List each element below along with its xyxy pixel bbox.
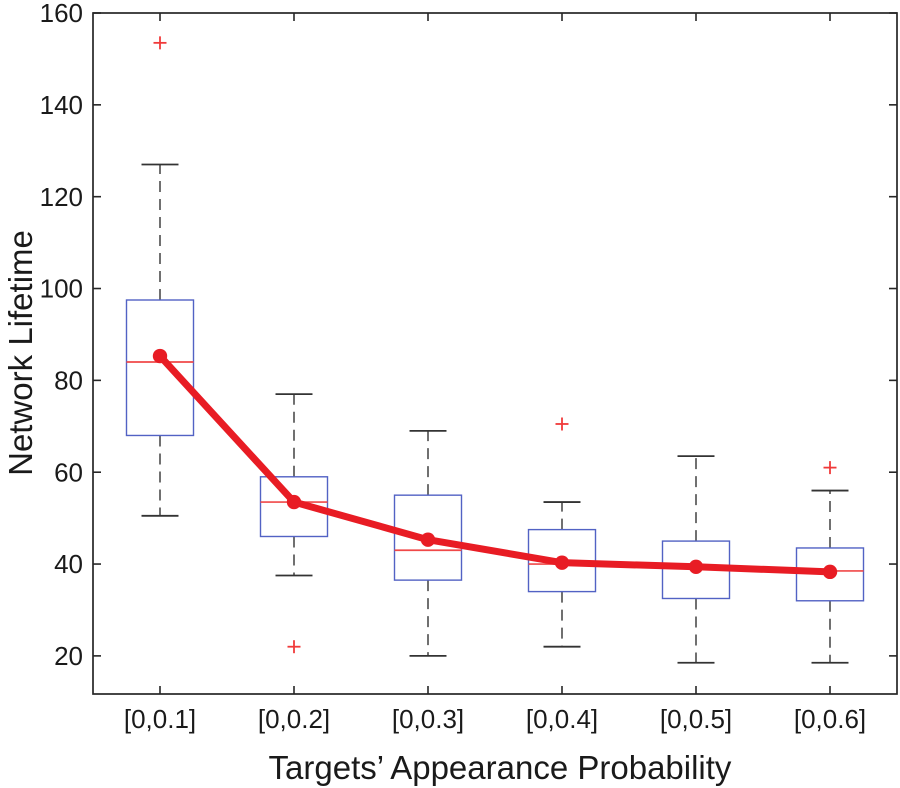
mean-marker [152,348,168,364]
y-axis-label: Network Lifetime [2,230,39,476]
iqr-box [125,299,195,437]
y-tick-label: 100 [40,274,83,304]
iqr-box [393,494,463,581]
y-tick-label: 80 [54,365,83,395]
plot-layer: 20 40 60 80 100 120 140 160 [0,0.1] [0,0.2] [0,0.3… [40,0,898,734]
mean-marker [286,494,302,510]
y-tick-label: 20 [54,641,83,671]
x-axis-label: Targets’ Appearance Probability [269,749,732,786]
x-tick-label: [0,0.3] [392,704,464,734]
axes-frame [92,12,898,695]
y-tick-label: 140 [40,90,83,120]
plot-background [93,13,897,694]
mean-marker [688,559,704,575]
x-tick-label: [0,0.2] [258,704,330,734]
mean-line [156,352,834,576]
mean-marker [822,564,838,580]
mean-marker [554,555,570,570]
y-tick-label: 120 [40,182,83,212]
y-tick-label: 60 [54,457,83,487]
x-tick-label: [0,0.5] [660,704,732,734]
x-tick-label: [0,0.1] [124,704,196,734]
x-tick-label: [0,0.4] [526,704,598,734]
y-tick-label: 160 [40,0,83,28]
y-tick-label: 40 [54,549,83,579]
mean-marker [420,532,436,547]
x-tick-label: [0,0.6] [794,704,866,734]
